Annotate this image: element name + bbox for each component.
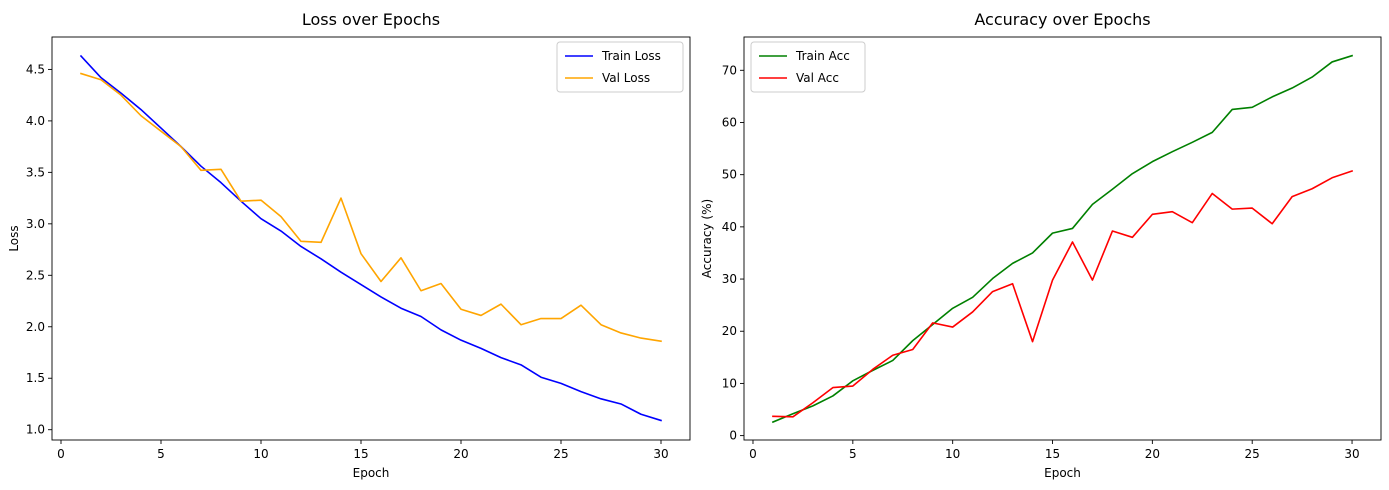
y-tick-label: 10 xyxy=(722,376,737,390)
x-tick-label: 30 xyxy=(1344,447,1359,461)
axes-frame xyxy=(51,36,691,441)
legend: Train Loss Val Loss xyxy=(556,41,684,93)
x-tick-label: 15 xyxy=(1045,447,1060,461)
legend-label: Val Loss xyxy=(602,71,650,85)
x-tick-label: 15 xyxy=(353,447,368,461)
x-tick-label: 20 xyxy=(1145,447,1160,461)
x-tick-label: 5 xyxy=(157,447,165,461)
chart-panel-1: Loss over Epochs 0 5 10 15 20 25 30 1.0 1.5 2.0 2.5… xyxy=(7,10,691,480)
chart-title: Accuracy over Epochs xyxy=(974,10,1150,29)
y-tick-label: 50 xyxy=(722,168,737,182)
legend-label: Val Acc xyxy=(796,71,839,85)
legend-box xyxy=(556,41,684,93)
y-tick-label: 1.0 xyxy=(26,423,45,437)
series-line-val-loss xyxy=(79,72,662,343)
x-tick-label: 20 xyxy=(453,447,468,461)
y-tick-label: 3.0 xyxy=(26,217,45,231)
series-line-train-acc xyxy=(771,54,1354,424)
x-tick-label: 0 xyxy=(57,447,65,461)
x-axis-label: Epoch xyxy=(353,466,390,480)
axes-frame xyxy=(743,36,1382,441)
x-tick-label: 30 xyxy=(653,447,668,461)
series-line-train-loss xyxy=(79,54,663,422)
x-tick-label: 5 xyxy=(849,447,857,461)
y-tick-label: 4.0 xyxy=(26,114,45,128)
y-tick-label: 3.5 xyxy=(26,165,45,179)
y-tick-label: 4.5 xyxy=(26,62,45,76)
y-tick-label: 40 xyxy=(722,220,737,234)
y-tick-label: 60 xyxy=(722,115,737,129)
legend-label: Train Acc xyxy=(795,49,850,63)
x-tick-label: 10 xyxy=(945,447,960,461)
chart-panel-2: Accuracy over Epochs 0 5 10 15 20 25 30 0 10 20 30 4… xyxy=(700,10,1382,480)
chart-title: Loss over Epochs xyxy=(302,10,440,29)
y-tick-label: 30 xyxy=(722,272,737,286)
legend-box xyxy=(750,41,866,93)
y-tick-label: 2.0 xyxy=(26,320,45,334)
legend: Train Acc Val Acc xyxy=(750,41,866,93)
x-tick-label: 25 xyxy=(553,447,568,461)
y-tick-label: 20 xyxy=(722,324,737,338)
x-tick-label: 25 xyxy=(1245,447,1260,461)
series-line-val-acc xyxy=(772,170,1354,418)
y-tick-label: 1.5 xyxy=(26,371,45,385)
y-tick-label: 70 xyxy=(722,63,737,77)
y-tick-label: 0 xyxy=(729,429,737,443)
x-tick-label: 10 xyxy=(253,447,268,461)
x-axis-label: Epoch xyxy=(1044,466,1081,480)
legend-label: Train Loss xyxy=(601,49,661,63)
y-axis-label: Accuracy (%) xyxy=(700,199,714,278)
y-tick-label: 2.5 xyxy=(26,268,45,282)
y-axis-label: Loss xyxy=(7,225,21,251)
x-tick-label: 0 xyxy=(749,447,757,461)
